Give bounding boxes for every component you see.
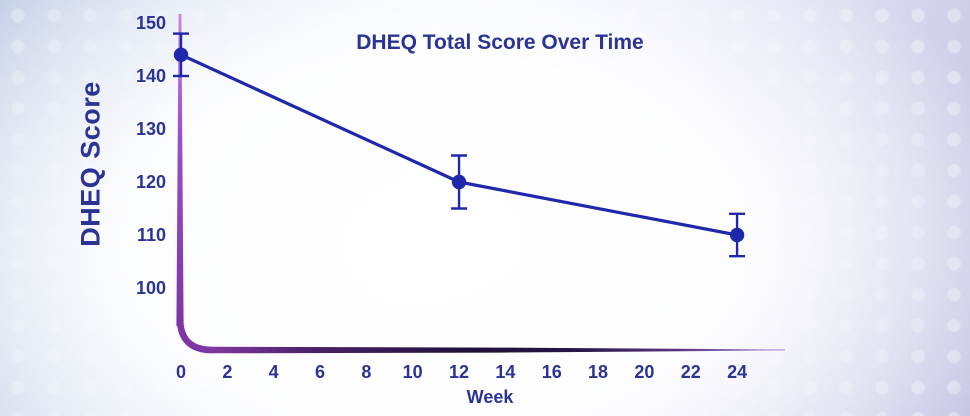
x-tick-label: 22: [680, 362, 701, 382]
x-tick-label: 6: [315, 362, 326, 382]
x-tick-label: 16: [541, 362, 562, 382]
y-tick-label: 100: [135, 278, 166, 298]
data-point: [451, 174, 467, 190]
x-tick-label: 4: [268, 362, 279, 382]
x-axis-title: Week: [466, 387, 514, 407]
y-axis-title: DHEQ Score: [75, 81, 106, 247]
chart-title: DHEQ Total Score Over Time: [356, 31, 644, 54]
y-axis-line: [176, 14, 184, 326]
y-tick-label: 150: [135, 13, 166, 33]
x-tick-label: 0: [175, 362, 186, 382]
data-point: [173, 47, 189, 62]
y-tick-label: 130: [135, 119, 166, 139]
x-tick-label: 10: [402, 362, 423, 382]
x-tick-label: 20: [634, 362, 655, 382]
x-tick-label: 2: [222, 362, 233, 382]
data-series-group: [173, 32, 746, 258]
x-axis-line: [210, 346, 785, 354]
y-tick-label: 120: [135, 172, 166, 192]
x-tick-label: 14: [495, 362, 516, 382]
x-tick-label: 24: [727, 362, 748, 382]
x-tick-label: 12: [449, 362, 470, 382]
y-tick-label: 110: [136, 225, 166, 245]
y-tick-label: 140: [135, 66, 166, 86]
axis-corner: [176, 314, 216, 354]
x-tick-label: 18: [588, 362, 609, 382]
x-tick-label: 8: [361, 362, 372, 382]
data-point: [729, 227, 745, 243]
